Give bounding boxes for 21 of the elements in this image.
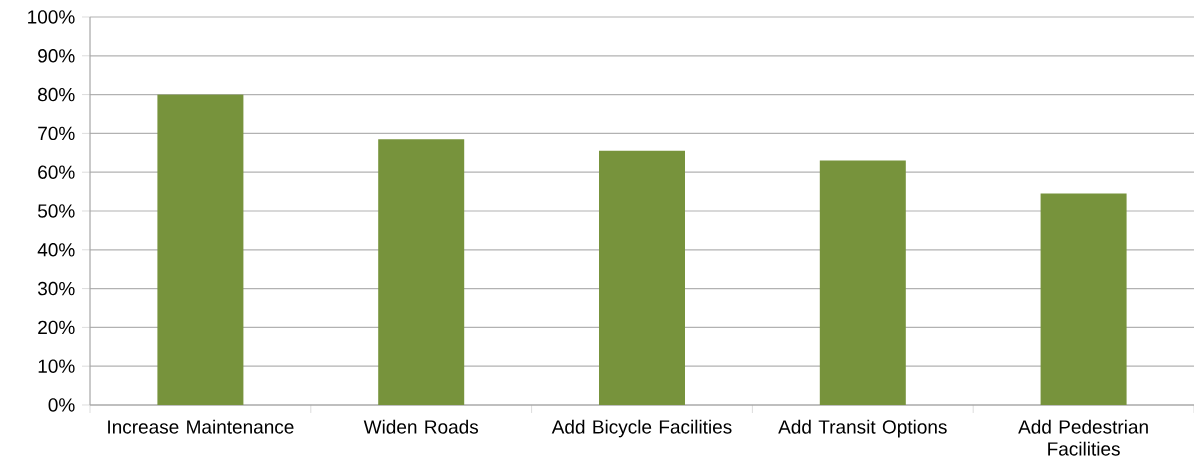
x-tick-label: Add Pedestrian Facilities	[1018, 419, 1148, 456]
y-tick-label: 30%	[37, 281, 75, 296]
x-tick-label: Increase Maintenance	[108, 419, 294, 434]
bar	[157, 94, 244, 405]
bar	[378, 139, 465, 405]
bar	[819, 160, 906, 405]
y-tick-label: 90%	[38, 49, 75, 63]
x-tick-label: Add Bicycle Facilities	[551, 419, 732, 438]
y-tick-label: 60%	[38, 165, 75, 179]
x-tick-label: Add Transit Options	[778, 419, 947, 438]
y-tick-label: 0%	[48, 398, 75, 412]
x-tick-label: Widen Roads	[363, 419, 479, 434]
y-tick-label: 20%	[38, 320, 75, 335]
y-tick-label: 80%	[38, 87, 75, 102]
bar	[1040, 193, 1127, 405]
y-tick-label: 70%	[38, 126, 75, 141]
y-tick-label: 40%	[37, 243, 75, 257]
y-tick-label: 100%	[28, 10, 75, 24]
y-tick-label: 50%	[38, 204, 75, 218]
bar	[599, 150, 685, 405]
y-tick-label: 10%	[38, 359, 75, 373]
